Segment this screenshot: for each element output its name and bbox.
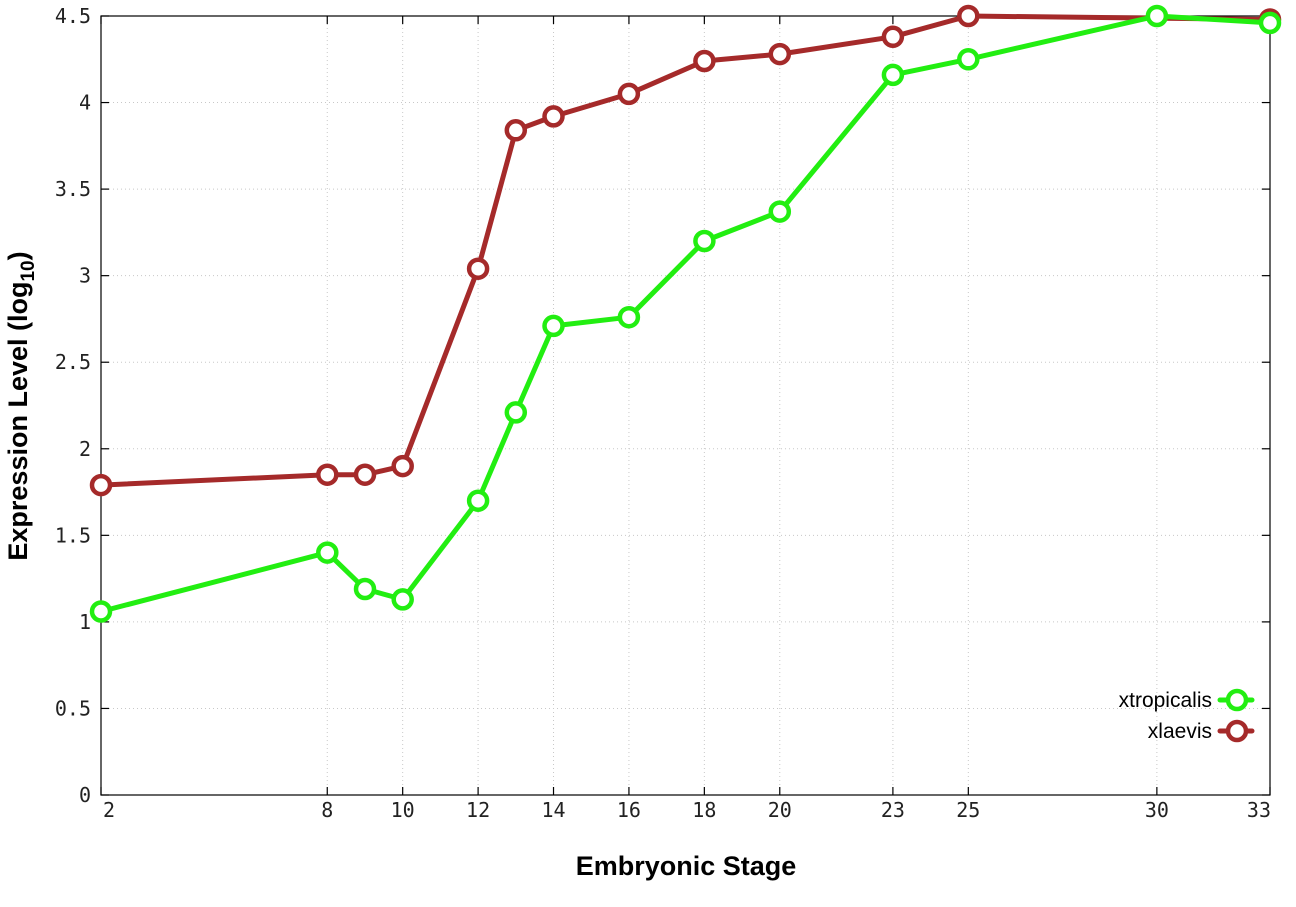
y-tick-label: 2 bbox=[79, 437, 91, 461]
data-point bbox=[89, 600, 113, 623]
legend-swatch-marker bbox=[1225, 688, 1249, 712]
x-tick-label: 33 bbox=[1247, 798, 1271, 822]
data-point bbox=[466, 257, 490, 280]
data-point bbox=[316, 463, 339, 486]
data-point bbox=[504, 119, 528, 142]
data-point bbox=[542, 105, 565, 128]
legend-item-xlaevis: xlaevis bbox=[1148, 719, 1255, 743]
y-tick-label: 3.5 bbox=[55, 177, 91, 201]
y-axis-title-main: Expression Level (log bbox=[3, 282, 33, 561]
data-point bbox=[768, 42, 792, 66]
data-point bbox=[617, 82, 641, 106]
x-tick-label: 10 bbox=[391, 798, 415, 822]
grid-lines bbox=[101, 16, 1270, 795]
legend-swatch-marker bbox=[1225, 719, 1249, 743]
data-point bbox=[466, 489, 490, 512]
data-point bbox=[353, 463, 377, 486]
legend-label: xtropicalis bbox=[1119, 689, 1212, 712]
y-axis-title-close: ) bbox=[3, 251, 33, 260]
data-point bbox=[391, 454, 414, 478]
series-line bbox=[98, 13, 1273, 488]
data-point bbox=[89, 473, 113, 497]
plot-frame bbox=[100, 15, 1271, 796]
x-tick-label: 25 bbox=[956, 798, 980, 822]
series-xtropicalis bbox=[89, 4, 1282, 623]
data-point bbox=[353, 577, 377, 601]
y-tick-label: 3 bbox=[79, 264, 91, 288]
y-tick-label: 0.5 bbox=[55, 696, 91, 720]
data-point bbox=[693, 49, 716, 73]
legend-label: xlaevis bbox=[1148, 720, 1212, 743]
legend: xtropicalis xlaevis bbox=[1119, 688, 1255, 743]
y-axis-title: Expression Level (log10) bbox=[3, 251, 39, 560]
data-point bbox=[1145, 4, 1169, 28]
data-point bbox=[881, 63, 905, 87]
data-point bbox=[768, 200, 792, 223]
data-point bbox=[542, 314, 565, 338]
data-point bbox=[504, 401, 528, 424]
x-tick-label: 8 bbox=[321, 798, 333, 822]
x-tick-label: 14 bbox=[541, 798, 565, 822]
data-point bbox=[957, 48, 980, 71]
series-line bbox=[98, 13, 1273, 614]
y-tick-label: 1 bbox=[79, 610, 91, 634]
series-layer bbox=[89, 4, 1282, 623]
data-point bbox=[957, 4, 980, 28]
x-tick-label: 2 bbox=[103, 798, 115, 822]
data-point bbox=[881, 25, 905, 49]
y-tick-label: 4.5 bbox=[55, 4, 91, 28]
y-tick-label: 4 bbox=[79, 91, 91, 115]
y-tick-label: 0 bbox=[79, 783, 91, 807]
x-tick-label: 20 bbox=[768, 798, 792, 822]
data-point bbox=[316, 541, 339, 564]
x-tick-label: 16 bbox=[617, 798, 641, 822]
y-tick-label: 1.5 bbox=[55, 523, 91, 547]
x-tick-label: 12 bbox=[466, 798, 490, 822]
x-tick-label: 23 bbox=[881, 798, 905, 822]
data-point bbox=[391, 588, 414, 611]
y-tick-labels: 0 0.5 1 1.5 2 2.5 3 3.5 4 4.5 bbox=[55, 4, 91, 807]
data-point bbox=[1258, 11, 1282, 35]
data-point bbox=[693, 229, 716, 253]
x-tick-label: 18 bbox=[692, 798, 716, 822]
axis-ticks bbox=[100, 15, 1271, 796]
x-axis-title: Embryonic Stage bbox=[576, 851, 797, 881]
data-point bbox=[617, 305, 641, 329]
y-tick-label: 2.5 bbox=[55, 350, 91, 374]
x-tick-labels: 2 8 10 12 14 16 18 20 23 25 30 33 bbox=[103, 798, 1271, 822]
y-axis-title-subscript: 10 bbox=[18, 260, 39, 281]
x-tick-label: 30 bbox=[1145, 798, 1169, 822]
series-xlaevis bbox=[89, 4, 1282, 497]
legend-item-xtropicalis: xtropicalis bbox=[1119, 688, 1255, 712]
